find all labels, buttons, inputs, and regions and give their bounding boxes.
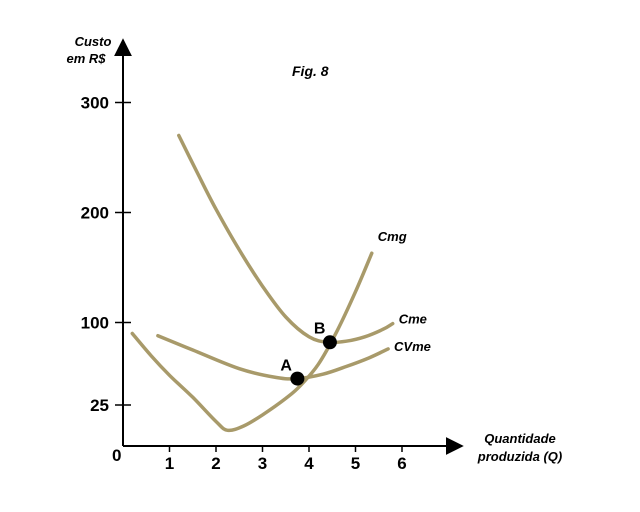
series-label-cmg: Cmg — [378, 229, 407, 244]
figure-title: Fig. 8 — [292, 63, 329, 79]
points-layer: AB — [280, 320, 337, 386]
y-tick-label: 300 — [81, 94, 109, 113]
ticks-layer: 1 2 3 4 5 6 25 100 200 300 — [81, 94, 407, 474]
y-tick-label: 25 — [90, 396, 109, 415]
point-b-label: B — [314, 320, 326, 337]
x-axis-title-line-2: produzida (Q) — [477, 449, 563, 464]
y-axis-title-line-1: Custo — [75, 34, 112, 49]
x-tick-label: 4 — [304, 454, 314, 473]
series-label-cvme: CVme — [394, 339, 431, 354]
curves-layer: Cmg Cme CVme — [130, 133, 431, 433]
x-axis-title-line-1: Quantidade — [484, 431, 556, 446]
point-a-label: A — [280, 358, 292, 375]
curve-cvme — [156, 333, 390, 381]
x-tick-label: 6 — [397, 454, 406, 473]
point-b-marker — [322, 335, 337, 350]
y-axis-title-line-2: em R$ — [66, 51, 106, 66]
curve-cme — [177, 133, 395, 345]
x-tick-label: 3 — [258, 454, 267, 473]
y-tick-label: 200 — [81, 204, 109, 223]
y-tick-label: 100 — [81, 314, 109, 333]
point-a-marker — [290, 371, 305, 386]
x-tick-label: 1 — [165, 454, 174, 473]
x-tick-label: 5 — [351, 454, 360, 473]
curve-cmg — [130, 251, 374, 433]
origin-label: 0 — [112, 446, 121, 465]
x-tick-label: 2 — [211, 454, 220, 473]
series-label-cme: Cme — [399, 312, 427, 327]
